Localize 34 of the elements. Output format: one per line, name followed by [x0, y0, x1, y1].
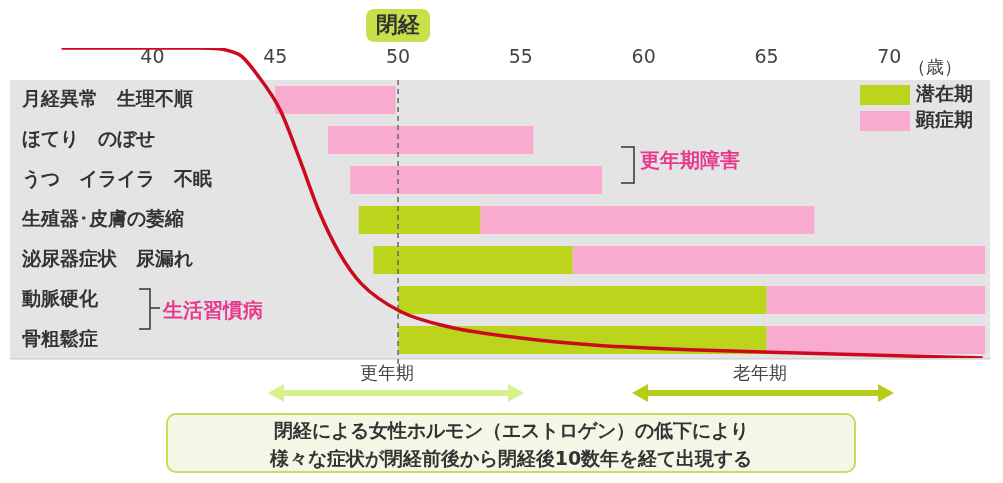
- x-tick-label: 40: [140, 44, 165, 67]
- bar: [572, 246, 986, 274]
- x-tick-label: 60: [631, 44, 656, 67]
- bar: [328, 126, 534, 154]
- legend-label: 潜在期: [915, 81, 973, 104]
- bar: [358, 206, 481, 234]
- y-tick-label: ほてり のぼせ: [22, 126, 155, 149]
- x-axis-title: （歳）: [908, 55, 962, 79]
- x-tick-label: 70: [877, 44, 902, 67]
- bar: [766, 286, 986, 314]
- bar: [766, 326, 986, 354]
- y-tick-label: 動脈硬化: [21, 286, 99, 309]
- bar: [350, 166, 602, 194]
- y-tick-label: 月経異常 生理不順: [21, 86, 193, 109]
- text: 様々な症状が閉経前後から閉経後10数年を経て出現する: [268, 446, 754, 471]
- x-tick-label: 50: [385, 44, 411, 67]
- annotation: 生活習慣病: [163, 297, 263, 324]
- bar: [275, 86, 396, 114]
- x-tick-label: 45: [263, 44, 288, 67]
- y-tick-label: 生殖器･皮膚の萎縮: [21, 206, 184, 229]
- y-tick-label: 骨粗鬆症: [22, 326, 98, 349]
- bar: [398, 286, 767, 314]
- bar: [373, 246, 573, 274]
- y-tick-label: うつ イライラ 不眠: [22, 166, 212, 190]
- x-tick-label: 65: [754, 44, 779, 67]
- x-tick-label: 55: [508, 44, 533, 67]
- ref-line-label: 閉経: [376, 11, 421, 37]
- y-tick-label: 泌尿器症状 尿漏れ: [21, 246, 193, 269]
- text: 老年期: [733, 361, 787, 385]
- bar: [480, 206, 815, 234]
- text: 閉経による女性ホルモン（エストロゲン）の低下により: [272, 418, 750, 443]
- annotation: 更年期障害: [640, 147, 740, 174]
- legend-label: 顕症期: [915, 107, 973, 130]
- text: 更年期: [360, 361, 414, 385]
